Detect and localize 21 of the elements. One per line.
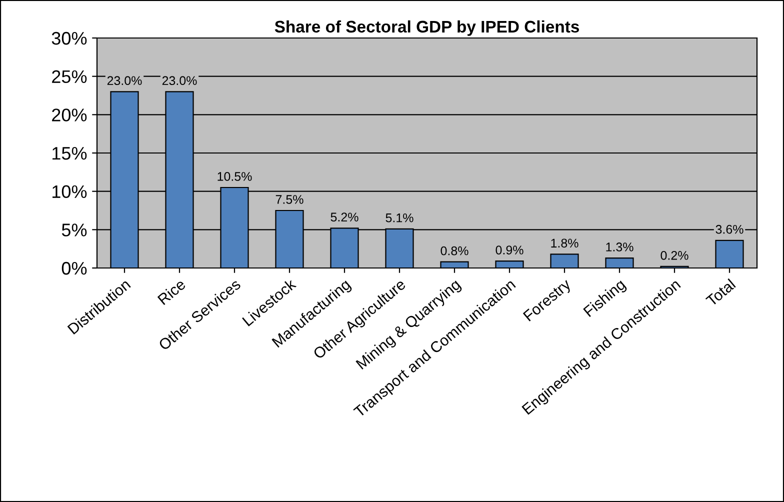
y-tick-label: 10% [52,185,87,198]
data-label: 0.8% [440,246,468,256]
y-tick-label: 15% [52,147,87,160]
y-tick-label: 25% [52,70,87,84]
data-label: 23.0% [162,76,197,86]
y-tick-label: 0% [62,262,87,275]
data-label: 1.8% [551,238,578,248]
y-tick-label: 5% [62,224,87,236]
data-label: 5.1% [386,213,414,222]
data-label: 5.2% [330,212,358,222]
data-label: 10.5% [218,172,252,181]
y-tick-label: 30% [52,32,87,45]
data-label: 7.5% [276,195,304,204]
x-tick-label: Rice [157,278,186,306]
y-tick-label: 20% [52,108,87,122]
data-label: 3.6% [716,224,744,234]
chart-title: Share of Sectoral GDP by IPED Clients [274,20,579,36]
data-label: 0.2% [660,250,688,260]
data-label: 0.9% [496,246,524,254]
data-label: 23.0% [107,76,142,86]
data-label: 1.3% [606,242,634,252]
